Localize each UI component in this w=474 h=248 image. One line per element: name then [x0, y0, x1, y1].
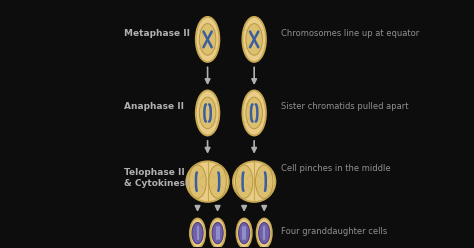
Ellipse shape: [199, 24, 216, 55]
Ellipse shape: [238, 222, 250, 244]
Text: Chromosomes line up at equator: Chromosomes line up at equator: [281, 29, 419, 38]
Text: Metaphase II: Metaphase II: [124, 29, 190, 38]
Ellipse shape: [212, 222, 223, 244]
Text: Anaphase II: Anaphase II: [124, 102, 184, 111]
Ellipse shape: [246, 24, 263, 55]
Ellipse shape: [189, 165, 206, 198]
Ellipse shape: [256, 218, 272, 248]
Ellipse shape: [259, 222, 270, 244]
Text: Sister chromatids pulled apart: Sister chromatids pulled apart: [281, 102, 409, 111]
Ellipse shape: [242, 91, 266, 135]
Ellipse shape: [210, 218, 225, 248]
Ellipse shape: [192, 222, 203, 244]
Text: Telophase II
& Cytokinesis: Telophase II & Cytokinesis: [124, 168, 194, 188]
Ellipse shape: [242, 17, 266, 62]
Ellipse shape: [237, 218, 252, 248]
Text: Four granddaughter cells: Four granddaughter cells: [281, 227, 387, 236]
Ellipse shape: [255, 165, 273, 198]
Ellipse shape: [186, 161, 229, 202]
Ellipse shape: [199, 97, 216, 129]
Ellipse shape: [236, 165, 253, 198]
Ellipse shape: [233, 161, 275, 202]
Ellipse shape: [246, 97, 263, 129]
Text: Cell pinches in the middle: Cell pinches in the middle: [281, 164, 391, 173]
Ellipse shape: [196, 91, 219, 135]
Ellipse shape: [190, 218, 205, 248]
Ellipse shape: [209, 165, 226, 198]
Ellipse shape: [196, 17, 219, 62]
